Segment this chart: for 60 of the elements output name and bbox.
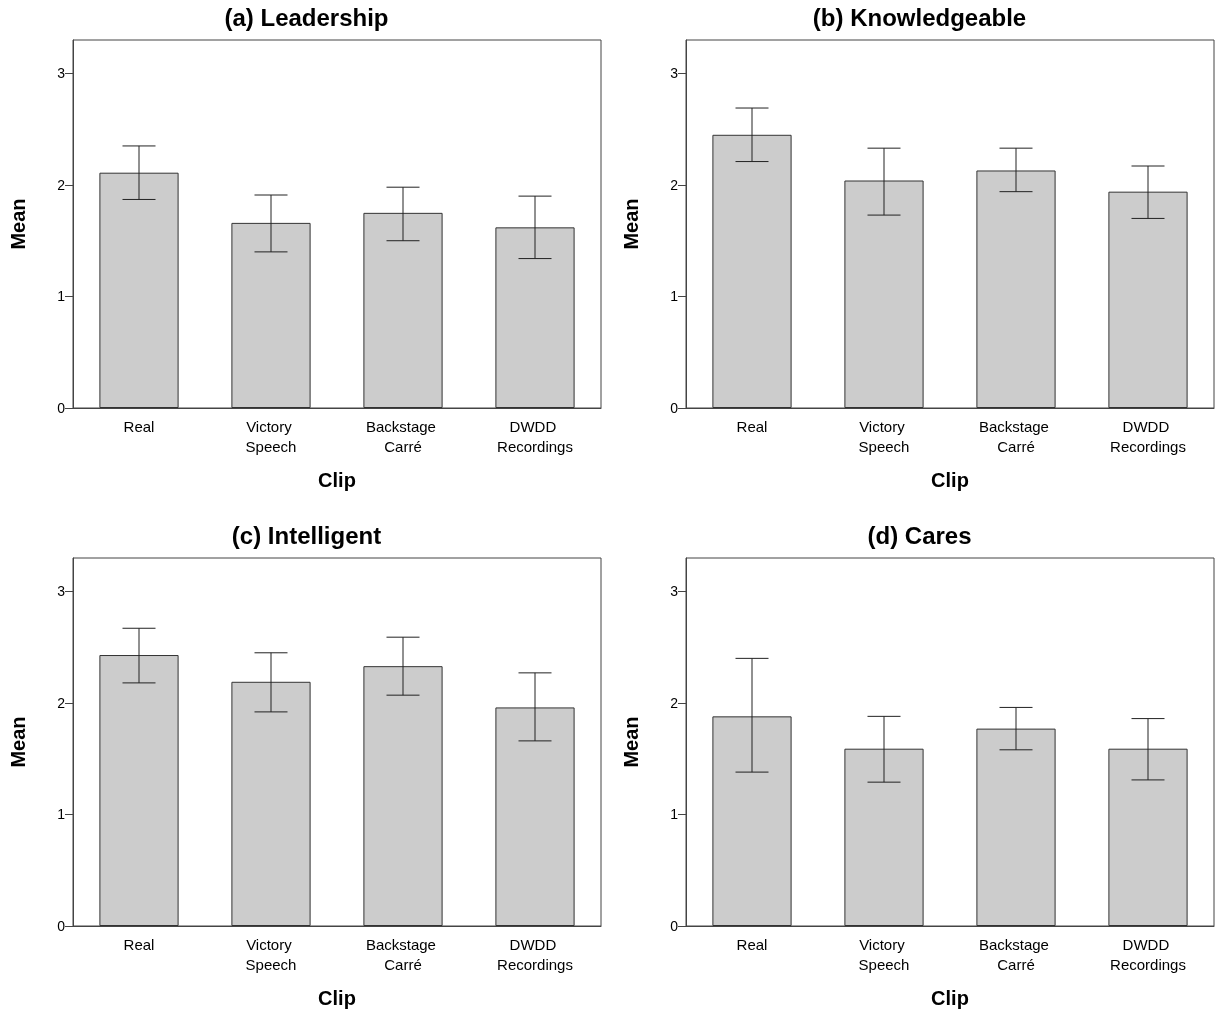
x-tick-label: Real [736,417,768,435]
y-tick-label: 3 [57,65,66,82]
x-axis-title: Clip [318,987,356,1009]
y-tick-label: 0 [57,918,66,934]
y-tick-label: 0 [670,400,679,416]
y-axis-title: Mean [7,198,29,250]
y-tick-label: 1 [57,806,66,823]
chart-title: (b) Knowledgeable [812,3,1027,31]
x-tick-label: DWDD Recordings [1110,935,1186,973]
x-tick-label: DWDD Recordings [497,935,573,973]
bar [1108,191,1188,408]
y-tick-label: 2 [670,694,679,711]
y-tick-label: 2 [57,694,66,711]
bar [1108,748,1188,926]
x-axis-title: Clip [931,469,969,491]
y-tick-label: 0 [670,918,679,934]
y-axis-title: Mean [620,198,642,250]
x-tick-label: Backstage Carré [978,417,1054,455]
chart-title: (c) Intelligent [231,521,382,549]
x-tick-label: Real [736,935,768,953]
y-tick-label: 1 [670,288,679,305]
y-tick-label: 2 [670,176,679,193]
x-tick-label: Backstage Carré [978,935,1054,973]
bar [231,681,311,926]
bar [99,655,179,926]
x-tick-label: Real [123,935,155,953]
bar [712,716,792,926]
y-tick-label: 3 [57,583,66,600]
x-tick-label: Victory Speech [245,935,297,973]
y-tick-label: 1 [57,288,66,305]
y-tick-label: 0 [57,400,66,416]
y-tick-label: 2 [57,176,66,193]
chart-title: (a) Leadership [224,3,389,31]
x-tick-label: Backstage Carré [365,935,441,973]
y-axis-title: Mean [7,716,29,768]
bar [712,134,792,408]
x-tick-label: Victory Speech [858,417,910,455]
x-tick-label: Victory Speech [245,417,297,455]
bar [495,707,575,926]
y-tick-label: 3 [670,583,679,600]
bar [231,222,311,408]
bar [844,180,924,408]
y-tick-label: 3 [670,65,679,82]
x-axis-title: Clip [318,469,356,491]
bar [99,172,179,408]
bar [495,227,575,408]
y-tick-label: 1 [670,806,679,823]
x-tick-label: DWDD Recordings [497,417,573,455]
x-tick-label: Backstage Carré [365,417,441,455]
bar [844,748,924,926]
x-tick-label: Victory Speech [858,935,910,973]
y-axis-title: Mean [620,716,642,768]
bar [976,170,1056,408]
x-axis-title: Clip [931,987,969,1009]
bar [976,728,1056,926]
x-tick-label: Real [123,417,155,435]
x-tick-label: DWDD Recordings [1110,417,1186,455]
bar [363,666,443,926]
bar [363,212,443,408]
chart-title: (d) Cares [867,521,972,549]
